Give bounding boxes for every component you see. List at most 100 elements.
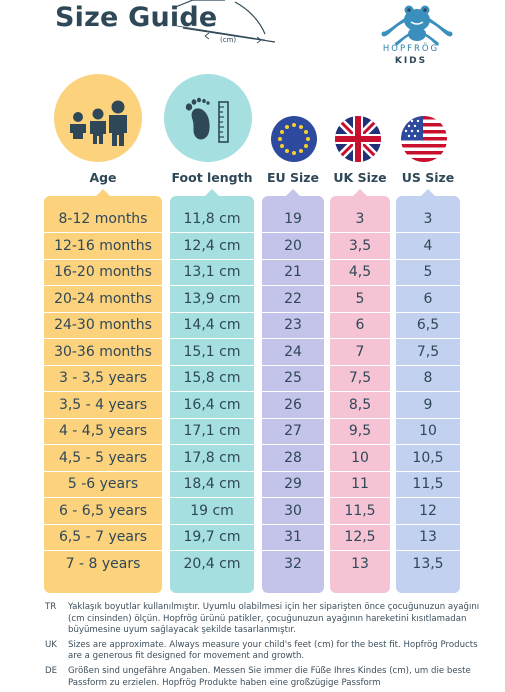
cell-age: 3 - 3,5 years (58, 370, 148, 386)
row-divider (0, 523, 505, 525)
note-language-code: DE (45, 665, 58, 676)
age-circle (54, 74, 142, 162)
header-uk-size: UK Size (333, 170, 387, 185)
cell-us: 8 (423, 370, 433, 386)
cell-us: 5 (423, 264, 433, 280)
cell-age: 8-12 months (58, 211, 148, 227)
us-flag-icon (401, 116, 447, 162)
cell-uk: 8,5 (348, 396, 372, 413)
note-uk: UK Sizes are approximate. Always measure … (0, 640, 505, 663)
cell-foot: 11,8 cm (183, 211, 241, 227)
cell-age: 20-24 months (54, 290, 152, 307)
measuring-sketch-icon: (cm) (172, 0, 276, 44)
cell-eu: 23 (284, 317, 302, 333)
cell-foot: 18,4 cm (183, 476, 241, 492)
cell-foot: 19,7 cm (183, 529, 241, 545)
cell-uk: 10 (351, 449, 369, 466)
row-divider (0, 391, 505, 392)
foot-circle (164, 74, 252, 162)
age-column: 8-12 months 12-16 months 16-20 months 20-24… (44, 189, 162, 593)
cell-us: 9 (423, 396, 433, 413)
note-tr: TR Yaklaşık boyutlar kullanılmıştır. Uyum… (0, 602, 505, 637)
note-text: Yaklaşık boyutlar kullanılmıştır. Uyumlu… (68, 602, 480, 636)
cell-us: 4 (423, 237, 433, 254)
cell-eu: 31 (284, 529, 302, 545)
cell-eu: 25 (284, 370, 302, 386)
uk-flag-icon (335, 116, 381, 162)
logo-kids: KIDS (394, 56, 428, 66)
note-language-code: UK (45, 639, 57, 650)
cell-uk: 12,5 (344, 529, 376, 545)
cell-uk: 5 (355, 290, 365, 307)
row-divider (0, 470, 505, 472)
cell-uk: 3 (355, 211, 365, 227)
cell-uk: 3,5 (348, 237, 372, 254)
cell-foot: 20,4 cm (183, 555, 241, 572)
cell-eu: 30 (284, 502, 302, 519)
cell-eu: 20 (284, 237, 302, 254)
cell-age: 6,5 - 7 years (58, 529, 148, 545)
cell-foot: 15,8 cm (183, 370, 241, 386)
cell-age: 4,5 - 5 years (58, 449, 148, 466)
cell-age: 6 - 6,5 years (58, 502, 148, 519)
cell-age: 12-16 months (54, 237, 152, 254)
sketch-label: (cm) (220, 36, 236, 44)
row-divider (0, 550, 505, 551)
cell-age: 7 - 8 years (65, 555, 141, 572)
eu-column: 19 20 21 22 23 24 25 26 27 28 29 30 31 32 (262, 189, 324, 593)
cell-uk: 4,5 (348, 264, 372, 280)
cell-age: 24-30 months (54, 317, 152, 333)
cell-foot: 19 cm (190, 502, 234, 519)
row-divider (0, 311, 505, 313)
cell-eu: 22 (284, 290, 302, 307)
cell-us: 6 (423, 290, 433, 307)
cell-foot: 15,1 cm (183, 343, 241, 360)
cell-uk: 9,5 (348, 423, 372, 439)
cell-eu: 19 (284, 211, 302, 227)
cell-us: 10 (419, 423, 437, 439)
cell-age: 4 - 4,5 years (58, 423, 148, 439)
row-divider (0, 258, 505, 260)
note-language-code: TR (45, 602, 57, 612)
row-divider (0, 364, 505, 366)
cell-foot: 14,4 cm (183, 317, 241, 333)
note-text: Sizes are approximate. Always measure yo… (68, 639, 478, 662)
cell-eu: 27 (284, 423, 302, 439)
cell-age: 30-36 months (54, 343, 152, 360)
cell-eu: 26 (284, 396, 302, 413)
cell-foot: 16,4 cm (183, 396, 241, 413)
row-divider (0, 444, 505, 445)
note-de: DE Größen sind ungefähre Angaben. Messen … (0, 666, 505, 689)
cell-foot: 13,9 cm (183, 290, 241, 307)
cell-uk: 7,5 (348, 370, 372, 386)
header-foot-length: Foot length (171, 170, 253, 185)
size-notes: TR Yaklaşık boyutlar kullanılmıştır. Uyum… (0, 602, 505, 692)
cell-uk: 11,5 (344, 502, 376, 519)
uk-column: 3 3,5 4,5 5 6 7 7,5 8,5 9,5 10 11 11,5 12,5 13 (330, 189, 390, 593)
cell-us: 7,5 (416, 343, 440, 360)
us-column: 3 4 5 6 6,5 7,5 8 9 10 10,5 11,5 12 13 13,5 (396, 189, 460, 593)
cell-eu: 24 (284, 343, 302, 360)
row-divider (0, 285, 505, 286)
cell-us: 3 (423, 211, 433, 227)
header-age: Age (89, 170, 117, 185)
cell-uk: 13 (351, 555, 369, 572)
cell-uk: 11 (351, 476, 369, 492)
cell-age: 16-20 months (54, 264, 152, 280)
cell-eu: 21 (284, 264, 302, 280)
cell-eu: 32 (284, 555, 302, 572)
row-divider (0, 338, 505, 339)
cell-us: 12 (419, 502, 437, 519)
cell-eu: 28 (284, 449, 302, 466)
cell-us: 6,5 (416, 317, 440, 333)
frog-logo-icon (381, 5, 453, 46)
row-divider (0, 232, 505, 233)
cell-uk: 7 (355, 343, 365, 360)
cell-age: 5 -6 years (67, 476, 139, 492)
row-divider (0, 497, 505, 498)
children-icon (70, 100, 127, 146)
eu-flag-icon (271, 116, 317, 162)
header-eu-size: EU Size (266, 170, 320, 185)
cell-uk: 6 (355, 317, 365, 333)
cell-us: 13 (419, 529, 437, 545)
